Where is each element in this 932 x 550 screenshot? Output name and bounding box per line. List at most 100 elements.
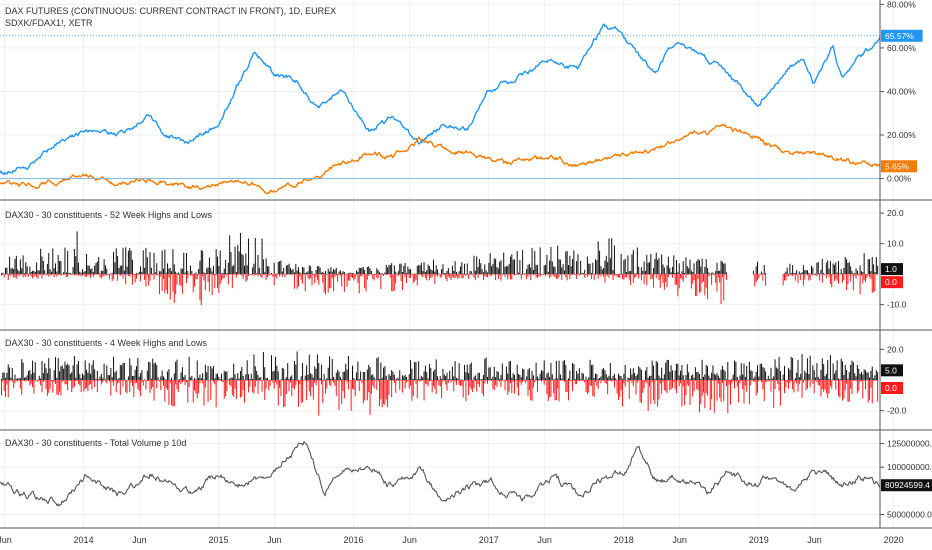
low-bar — [485, 380, 487, 381]
high-bar — [42, 260, 44, 275]
low-bar — [530, 274, 532, 281]
high-bar — [308, 265, 310, 275]
high-bar — [416, 265, 418, 275]
low-bar — [684, 380, 686, 406]
high-bar — [840, 358, 842, 380]
high-bar — [802, 265, 804, 275]
low-bar — [311, 380, 313, 388]
high-bar — [485, 357, 487, 380]
low-bar — [626, 274, 628, 278]
high-bar — [495, 258, 497, 275]
high-bar — [715, 271, 717, 275]
low-bar — [80, 380, 82, 393]
low-bar — [738, 380, 740, 403]
low-bar — [407, 274, 409, 275]
low-bar — [271, 274, 272, 275]
low-bar — [306, 274, 308, 275]
low-bar — [238, 380, 240, 381]
low-bar — [11, 274, 13, 275]
high-bar — [717, 270, 719, 275]
high-bar — [588, 377, 590, 380]
low-bar — [788, 380, 790, 389]
high-bar — [597, 241, 599, 275]
high-bar — [431, 270, 433, 275]
low-bar — [856, 274, 858, 276]
low-bar — [357, 274, 359, 284]
high-bar — [121, 265, 123, 275]
high-bar — [379, 379, 380, 380]
high-bar — [169, 267, 171, 275]
low-bar — [600, 274, 602, 277]
low-bar — [867, 274, 869, 276]
high-bar — [624, 258, 626, 275]
high-bar — [131, 376, 133, 380]
low-bar — [392, 380, 394, 381]
high-bar — [387, 267, 389, 275]
low-bar — [433, 274, 434, 275]
low-bar — [777, 380, 779, 385]
high-bar — [698, 260, 700, 275]
high-bar — [628, 378, 630, 380]
last-value-badge — [881, 479, 932, 492]
high-bar — [489, 253, 491, 275]
high-bar — [144, 267, 146, 275]
low-bar — [17, 380, 19, 382]
low-bar — [519, 380, 521, 383]
low-bar — [774, 380, 776, 389]
low-bar — [470, 274, 472, 275]
high-bar — [219, 250, 221, 275]
high-bar — [465, 372, 467, 380]
high-bar — [500, 374, 502, 380]
low-bar — [245, 380, 247, 381]
high-bar — [239, 232, 241, 275]
low-bar — [140, 380, 142, 397]
low-bar — [690, 380, 692, 381]
high-bar — [478, 259, 480, 275]
high-bar — [275, 356, 277, 380]
high-bar — [114, 262, 116, 275]
low-bar — [104, 274, 106, 275]
low-bar — [315, 274, 317, 277]
low-bar — [619, 274, 621, 278]
low-bar — [82, 274, 83, 276]
high-bar — [750, 370, 752, 380]
high-bar — [319, 378, 321, 380]
high-bar — [64, 361, 66, 380]
low-bar — [71, 380, 73, 393]
low-bar — [577, 380, 579, 381]
low-bar — [136, 274, 137, 279]
low-bar — [99, 274, 101, 278]
high-bar — [470, 362, 472, 380]
low-bar — [231, 380, 233, 396]
high-bar — [142, 250, 144, 275]
high-bar — [229, 235, 231, 275]
low-bar — [145, 274, 147, 287]
low-bar — [612, 274, 614, 281]
high-bar — [848, 262, 850, 275]
low-bar — [576, 274, 578, 279]
low-bar — [765, 274, 767, 286]
low-bar — [643, 274, 645, 285]
high-bar — [565, 364, 567, 380]
high-bar — [707, 268, 709, 275]
low-bar — [790, 274, 792, 276]
low-bar — [688, 274, 690, 275]
high-bar — [615, 378, 617, 380]
low-bar — [19, 274, 21, 275]
low-bar — [347, 380, 349, 390]
low-bar — [705, 380, 707, 393]
high-bar — [474, 270, 476, 275]
low-bar — [23, 274, 25, 276]
low-bar — [334, 380, 336, 386]
high-bar — [573, 364, 575, 380]
low-bar — [369, 380, 371, 415]
low-bar — [153, 274, 155, 280]
low-bar — [56, 380, 58, 395]
high-bar — [21, 359, 23, 380]
low-bar — [538, 274, 540, 277]
high-bar — [696, 372, 698, 380]
high-bar — [839, 379, 841, 380]
high-bar — [226, 371, 228, 380]
low-bar — [543, 380, 545, 385]
low-bar — [144, 274, 146, 280]
